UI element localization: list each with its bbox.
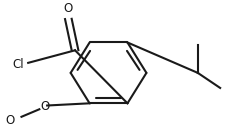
- Text: O: O: [40, 100, 49, 113]
- Text: O: O: [63, 2, 73, 15]
- Text: Cl: Cl: [12, 58, 24, 71]
- Text: O: O: [6, 114, 15, 127]
